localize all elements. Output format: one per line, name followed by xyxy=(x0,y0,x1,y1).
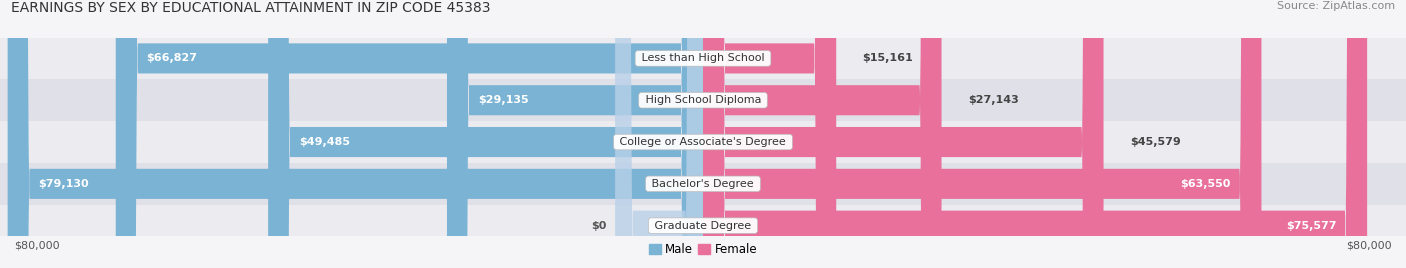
Text: $66,827: $66,827 xyxy=(146,53,197,64)
Text: $29,135: $29,135 xyxy=(478,95,529,105)
Bar xyxy=(0,163,1406,205)
Text: $80,000: $80,000 xyxy=(1347,241,1392,251)
Bar xyxy=(0,38,1406,79)
Legend: Male, Female: Male, Female xyxy=(644,239,762,261)
Text: Bachelor's Degree: Bachelor's Degree xyxy=(648,179,758,189)
Text: Source: ZipAtlas.com: Source: ZipAtlas.com xyxy=(1277,1,1395,11)
Text: $27,143: $27,143 xyxy=(967,95,1018,105)
FancyBboxPatch shape xyxy=(703,0,837,268)
Text: Graduate Degree: Graduate Degree xyxy=(651,221,755,231)
Text: High School Diploma: High School Diploma xyxy=(641,95,765,105)
FancyBboxPatch shape xyxy=(703,0,1104,268)
FancyBboxPatch shape xyxy=(7,0,703,268)
FancyBboxPatch shape xyxy=(703,0,1367,268)
Text: Less than High School: Less than High School xyxy=(638,53,768,64)
FancyBboxPatch shape xyxy=(703,0,942,268)
FancyBboxPatch shape xyxy=(616,0,703,268)
Text: $15,161: $15,161 xyxy=(863,53,914,64)
Bar xyxy=(0,79,1406,121)
Text: $79,130: $79,130 xyxy=(38,179,89,189)
Text: $49,485: $49,485 xyxy=(299,137,350,147)
FancyBboxPatch shape xyxy=(115,0,703,268)
FancyBboxPatch shape xyxy=(447,0,703,268)
Text: EARNINGS BY SEX BY EDUCATIONAL ATTAINMENT IN ZIP CODE 45383: EARNINGS BY SEX BY EDUCATIONAL ATTAINMEN… xyxy=(11,1,491,15)
Text: $45,579: $45,579 xyxy=(1130,137,1181,147)
FancyBboxPatch shape xyxy=(269,0,703,268)
Text: $63,550: $63,550 xyxy=(1180,179,1230,189)
Bar xyxy=(0,205,1406,247)
Text: College or Associate's Degree: College or Associate's Degree xyxy=(616,137,790,147)
Text: $80,000: $80,000 xyxy=(14,241,59,251)
FancyBboxPatch shape xyxy=(703,0,1261,268)
Text: $0: $0 xyxy=(591,221,606,231)
Bar xyxy=(0,121,1406,163)
Text: $75,577: $75,577 xyxy=(1286,221,1336,231)
